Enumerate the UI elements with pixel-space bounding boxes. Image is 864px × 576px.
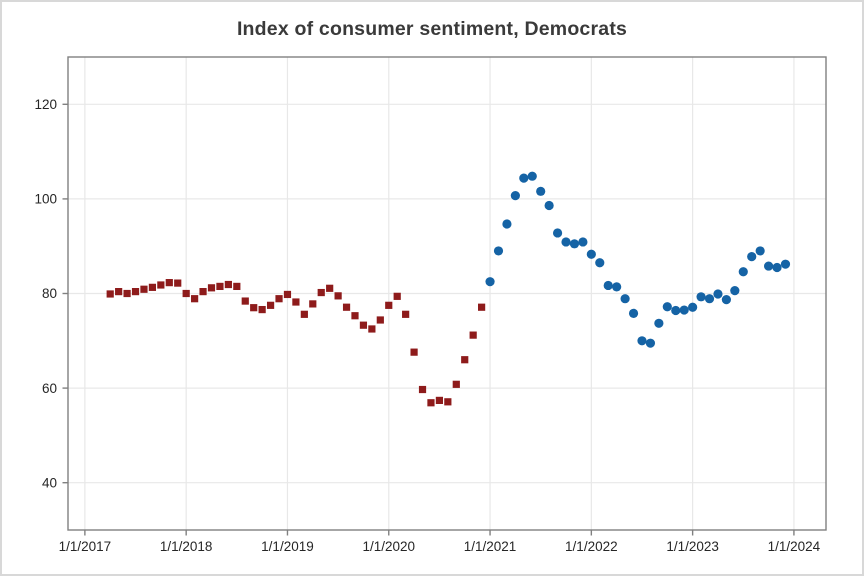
data-point-square bbox=[131, 288, 140, 296]
data-point-square bbox=[241, 297, 249, 305]
data-point-circle bbox=[679, 305, 689, 315]
x-tick-label: 1/1/2023 bbox=[666, 539, 719, 554]
data-point-circle bbox=[536, 186, 546, 196]
data-point-square bbox=[359, 321, 368, 329]
data-point-square bbox=[115, 288, 123, 296]
data-point-square bbox=[207, 284, 216, 292]
y-tick-label: 80 bbox=[42, 286, 57, 301]
y-tick-label: 60 bbox=[42, 381, 57, 396]
data-point-square bbox=[224, 280, 232, 289]
data-point-circle bbox=[764, 261, 774, 271]
data-point-circle bbox=[704, 294, 715, 304]
data-point-square bbox=[266, 301, 275, 309]
data-point-square bbox=[334, 292, 342, 300]
data-point-square bbox=[309, 300, 317, 308]
data-point-circle bbox=[561, 237, 571, 247]
x-tick-label: 1/1/2017 bbox=[59, 539, 112, 554]
data-point-circle bbox=[696, 292, 706, 302]
data-point-circle bbox=[620, 294, 630, 304]
y-tick-label: 100 bbox=[34, 192, 57, 207]
data-point-circle bbox=[493, 246, 504, 256]
data-point-circle bbox=[671, 305, 681, 316]
data-point-square bbox=[469, 331, 477, 339]
data-point-circle bbox=[612, 282, 622, 292]
data-point-circle bbox=[586, 249, 596, 259]
data-point-square bbox=[199, 288, 207, 296]
data-point-square bbox=[216, 282, 224, 291]
data-point-square bbox=[435, 396, 444, 404]
data-point-circle bbox=[569, 239, 580, 249]
data-point-square bbox=[410, 348, 418, 356]
data-point-circle bbox=[519, 173, 529, 183]
data-point-square bbox=[326, 284, 334, 292]
data-point-circle bbox=[688, 302, 698, 312]
data-point-circle bbox=[578, 237, 588, 247]
data-point-square bbox=[385, 301, 393, 309]
data-point-square bbox=[275, 295, 283, 303]
data-point-square bbox=[283, 290, 292, 299]
data-point-square bbox=[191, 295, 199, 303]
data-point-square bbox=[123, 289, 131, 298]
data-point-circle bbox=[485, 277, 495, 287]
data-point-square bbox=[148, 283, 157, 291]
chart-title: Index of consumer sentiment, Democrats bbox=[236, 18, 628, 40]
data-point-circle bbox=[662, 302, 672, 312]
y-tick-label: 120 bbox=[34, 97, 57, 112]
data-point-square bbox=[427, 399, 435, 407]
data-point-square bbox=[140, 285, 148, 293]
data-point-circle bbox=[755, 246, 765, 256]
data-point-square bbox=[258, 305, 266, 314]
data-point-circle bbox=[730, 286, 740, 296]
data-point-square bbox=[393, 292, 401, 300]
data-point-circle bbox=[713, 289, 723, 299]
data-point-circle bbox=[637, 336, 647, 346]
data-point-square bbox=[106, 290, 114, 298]
data-point-square bbox=[233, 282, 241, 291]
data-point-square bbox=[250, 304, 258, 312]
x-tick-label: 1/1/2019 bbox=[261, 539, 314, 554]
data-point-circle bbox=[772, 262, 782, 273]
data-point-circle bbox=[628, 308, 639, 318]
data-point-square bbox=[342, 303, 351, 311]
data-point-circle bbox=[527, 171, 537, 181]
x-tick-label: 1/1/2022 bbox=[565, 539, 618, 554]
data-point-circle bbox=[595, 258, 605, 268]
data-point-square bbox=[317, 288, 325, 297]
data-point-square bbox=[376, 316, 384, 324]
data-point-square bbox=[165, 279, 173, 287]
data-point-circle bbox=[510, 190, 520, 201]
data-point-circle bbox=[738, 267, 748, 277]
x-tick-label: 1/1/2024 bbox=[768, 539, 821, 554]
data-point-square bbox=[300, 310, 308, 318]
data-point-square bbox=[461, 356, 469, 364]
data-point-square bbox=[444, 398, 452, 406]
data-point-circle bbox=[721, 295, 731, 305]
data-point-circle bbox=[552, 228, 563, 238]
x-tick-label: 1/1/2021 bbox=[464, 539, 517, 554]
y-tick-label: 40 bbox=[42, 475, 57, 490]
data-point-circle bbox=[645, 338, 656, 348]
data-point-square bbox=[368, 325, 376, 333]
x-tick-label: 1/1/2018 bbox=[160, 539, 213, 554]
data-point-circle bbox=[747, 252, 757, 262]
x-tick-label: 1/1/2020 bbox=[362, 539, 415, 554]
data-point-square bbox=[402, 310, 410, 318]
data-point-square bbox=[157, 281, 165, 289]
data-point-circle bbox=[780, 259, 791, 269]
data-point-square bbox=[452, 380, 460, 388]
data-point-circle bbox=[502, 219, 512, 229]
data-point-square bbox=[351, 312, 359, 320]
data-point-square bbox=[292, 298, 300, 306]
data-point-circle bbox=[654, 318, 664, 328]
data-point-square bbox=[174, 279, 182, 287]
data-point-circle bbox=[544, 200, 554, 211]
data-point-square bbox=[182, 289, 190, 298]
data-point-square bbox=[418, 385, 427, 394]
data-point-square bbox=[478, 303, 486, 311]
data-point-circle bbox=[603, 280, 613, 291]
